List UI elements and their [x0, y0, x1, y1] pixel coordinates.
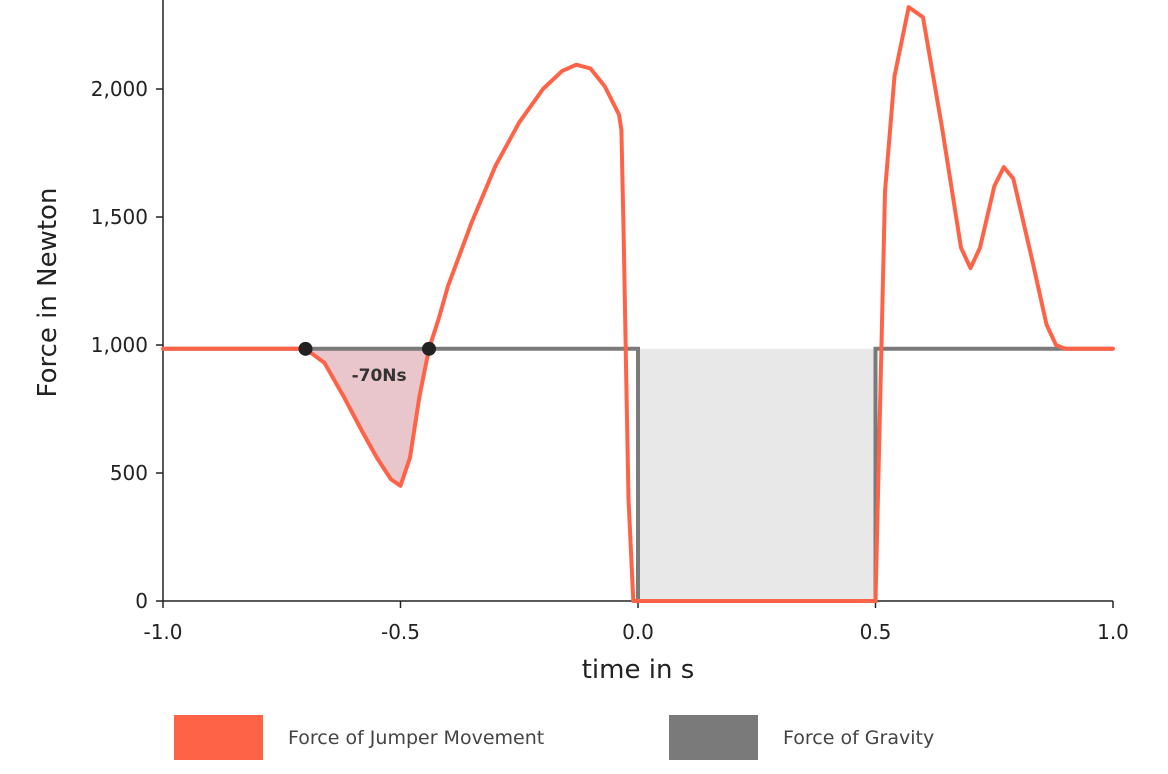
- impulse-marker: [422, 341, 436, 356]
- legend-item-gravity: Force of Gravity: [669, 715, 934, 760]
- y-tick-label: 0: [135, 589, 148, 613]
- markers-layer: [298, 341, 436, 356]
- lines-layer: [161, 5, 1115, 603]
- legend-swatch-jumper: [174, 715, 263, 760]
- x-tick-label: 0.0: [622, 620, 654, 644]
- x-tick-label: 1.0: [1097, 620, 1129, 644]
- y-axis-label: Force in Newton: [33, 188, 63, 398]
- legend: Force of Jumper Movement Force of Gravit…: [0, 715, 1168, 760]
- y-tick-label: 2,000: [91, 77, 148, 101]
- y-tick-label: 500: [110, 461, 148, 485]
- x-axis-label: time in s: [582, 655, 695, 685]
- x-tick-label: -0.5: [381, 620, 420, 644]
- jumper-line: [161, 5, 1115, 603]
- x-tick-label: 0.5: [860, 620, 892, 644]
- impulse-annotation: -70Ns: [352, 366, 407, 386]
- impulse-marker: [298, 341, 313, 356]
- force-chart: -1.0 -0.5 0.0 0.5 1.0 0 500 1,000 1,500 2,000 -70…: [33, 0, 1129, 685]
- y-tick-label: 1,500: [91, 205, 148, 229]
- legend-item-jumper: Force of Jumper Movement: [174, 715, 544, 760]
- gravity-line: [163, 346, 1113, 603]
- legend-label-gravity: Force of Gravity: [783, 726, 935, 749]
- legend-swatch-gravity: [669, 715, 758, 760]
- axes-layer: -1.0 -0.5 0.0 0.5 1.0 0 500 1,000 1,500 2,000: [91, 0, 1129, 644]
- y-tick-label: 1,000: [91, 333, 148, 357]
- x-tick-label: -1.0: [143, 620, 182, 644]
- legend-label-jumper: Force of Jumper Movement: [288, 726, 545, 749]
